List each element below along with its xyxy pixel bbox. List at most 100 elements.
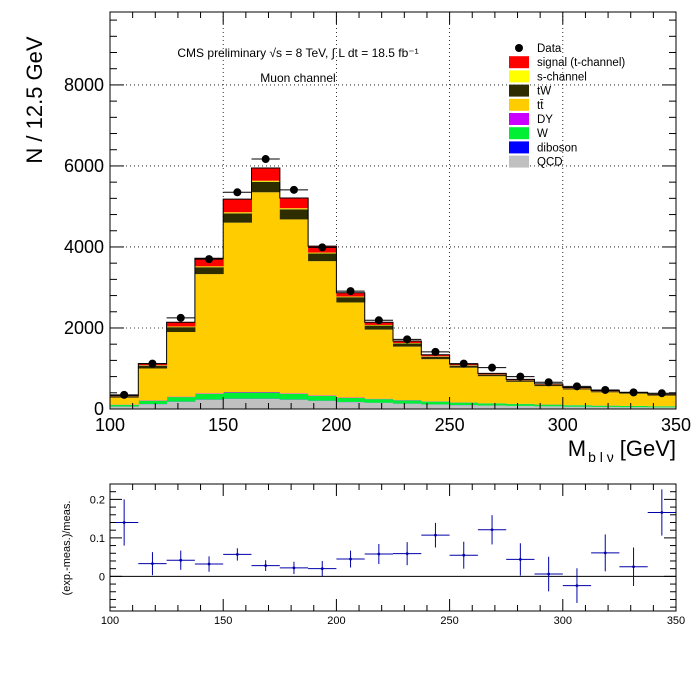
- data-point: [233, 188, 241, 196]
- legend-swatch-QCD: [509, 156, 529, 168]
- x-label-subscript: b l ν: [588, 449, 614, 465]
- main-x-tick-label: 300: [548, 415, 578, 435]
- data-point: [318, 243, 326, 251]
- ratio-y-axis-label: (exp.-meas.)/meas.: [61, 501, 73, 596]
- data-point: [460, 360, 468, 368]
- bar-QCD: [365, 403, 394, 409]
- legend-swatch-s_channel: [509, 70, 529, 82]
- bar-QCD: [421, 405, 450, 409]
- legend-swatch-diboson: [509, 141, 529, 153]
- legend-label: s-channel: [537, 71, 587, 83]
- annotation-line1: CMS preliminary √s = 8 TeV, ∫ L dt = 18.…: [177, 46, 418, 60]
- bar-W: [648, 406, 677, 407]
- bar-ttbar: [563, 389, 592, 405]
- bar-s_channel: [167, 327, 196, 328]
- data-point: [262, 155, 270, 163]
- bar-W: [478, 403, 507, 405]
- legend-swatch-signal: [509, 56, 529, 68]
- data-point: [375, 316, 383, 324]
- bar-W: [195, 394, 224, 400]
- bar-tW: [167, 327, 196, 332]
- bar-signal: [223, 199, 252, 212]
- ratio-point: [349, 558, 352, 561]
- data-point: [148, 360, 156, 368]
- ratio-x-tick-label: 200: [327, 615, 345, 627]
- ratio-x-tick-label: 100: [101, 615, 119, 627]
- bar-ttbar: [195, 274, 224, 393]
- bar-s_channel: [252, 181, 281, 182]
- bar-signal: [280, 198, 309, 208]
- ratio-point: [264, 564, 267, 567]
- legend-label: DY: [537, 114, 553, 126]
- data-point: [573, 382, 581, 390]
- bar-tW: [336, 297, 365, 302]
- bar-QCD: [195, 400, 224, 409]
- bar-DY: [223, 392, 252, 393]
- main-y-tick-label: 6000: [64, 156, 104, 176]
- bar-QCD: [223, 399, 252, 409]
- ratio-x-tick-label: 250: [440, 615, 458, 627]
- bar-ttbar: [450, 368, 479, 403]
- ratio-point: [462, 554, 465, 557]
- bar-QCD: [478, 406, 507, 409]
- bar-W: [336, 398, 365, 402]
- legend-marker-data: [515, 44, 523, 52]
- bar-QCD: [450, 405, 479, 409]
- bar-W: [223, 393, 252, 399]
- bar-W: [393, 400, 422, 403]
- bar-ttbar: [535, 386, 564, 404]
- bar-QCD: [336, 402, 365, 409]
- bar-W: [308, 396, 337, 401]
- ratio-point: [179, 559, 182, 562]
- bar-W: [365, 399, 394, 403]
- ratio-point: [236, 553, 239, 556]
- bar-QCD: [138, 404, 167, 409]
- ratio-point: [208, 563, 211, 566]
- main-x-tick-label: 150: [208, 415, 238, 435]
- ratio-point: [321, 567, 324, 570]
- bar-tW: [280, 209, 309, 219]
- bar-ttbar: [365, 330, 394, 399]
- ratio-point: [519, 558, 522, 561]
- bar-DY: [252, 392, 281, 393]
- bar-tW: [223, 213, 252, 222]
- x-label-main: M: [568, 436, 586, 461]
- ratio-point: [491, 528, 494, 531]
- main-y-tick-label: 4000: [64, 237, 104, 257]
- bar-tW: [421, 357, 450, 359]
- bar-W: [506, 404, 535, 406]
- data-point: [630, 388, 638, 396]
- main-x-tick-label: 200: [321, 415, 351, 435]
- bar-s_channel: [365, 325, 394, 326]
- bar-ttbar: [167, 332, 196, 397]
- ratio-point: [434, 534, 437, 537]
- ratio-y-tick-label: 0.2: [90, 494, 105, 506]
- bar-s_channel: [223, 212, 252, 213]
- bar-ttbar: [308, 261, 337, 395]
- legend-label: QCD: [537, 157, 563, 169]
- legend-swatch-W: [509, 127, 529, 139]
- data-point: [488, 364, 496, 372]
- bar-W: [167, 397, 196, 401]
- data-point: [347, 287, 355, 295]
- bar-ttbar: [252, 192, 281, 392]
- data-point: [431, 348, 439, 356]
- data-point: [516, 373, 524, 381]
- data-point: [205, 255, 213, 263]
- legend-swatch-tW: [509, 85, 529, 97]
- bar-W: [138, 401, 167, 404]
- data-point: [177, 314, 185, 322]
- ratio-point: [293, 566, 296, 569]
- main-x-tick-label: 350: [661, 415, 691, 435]
- bar-W: [619, 406, 648, 407]
- legend-label: tt̄: [537, 99, 544, 111]
- bar-s_channel: [336, 297, 365, 298]
- main-y-tick-label: 0: [94, 399, 104, 419]
- bar-W: [563, 405, 592, 406]
- bar-QCD: [393, 404, 422, 409]
- main-y-tick-label: 2000: [64, 318, 104, 338]
- bar-W: [280, 394, 309, 400]
- bar-QCD: [252, 399, 281, 409]
